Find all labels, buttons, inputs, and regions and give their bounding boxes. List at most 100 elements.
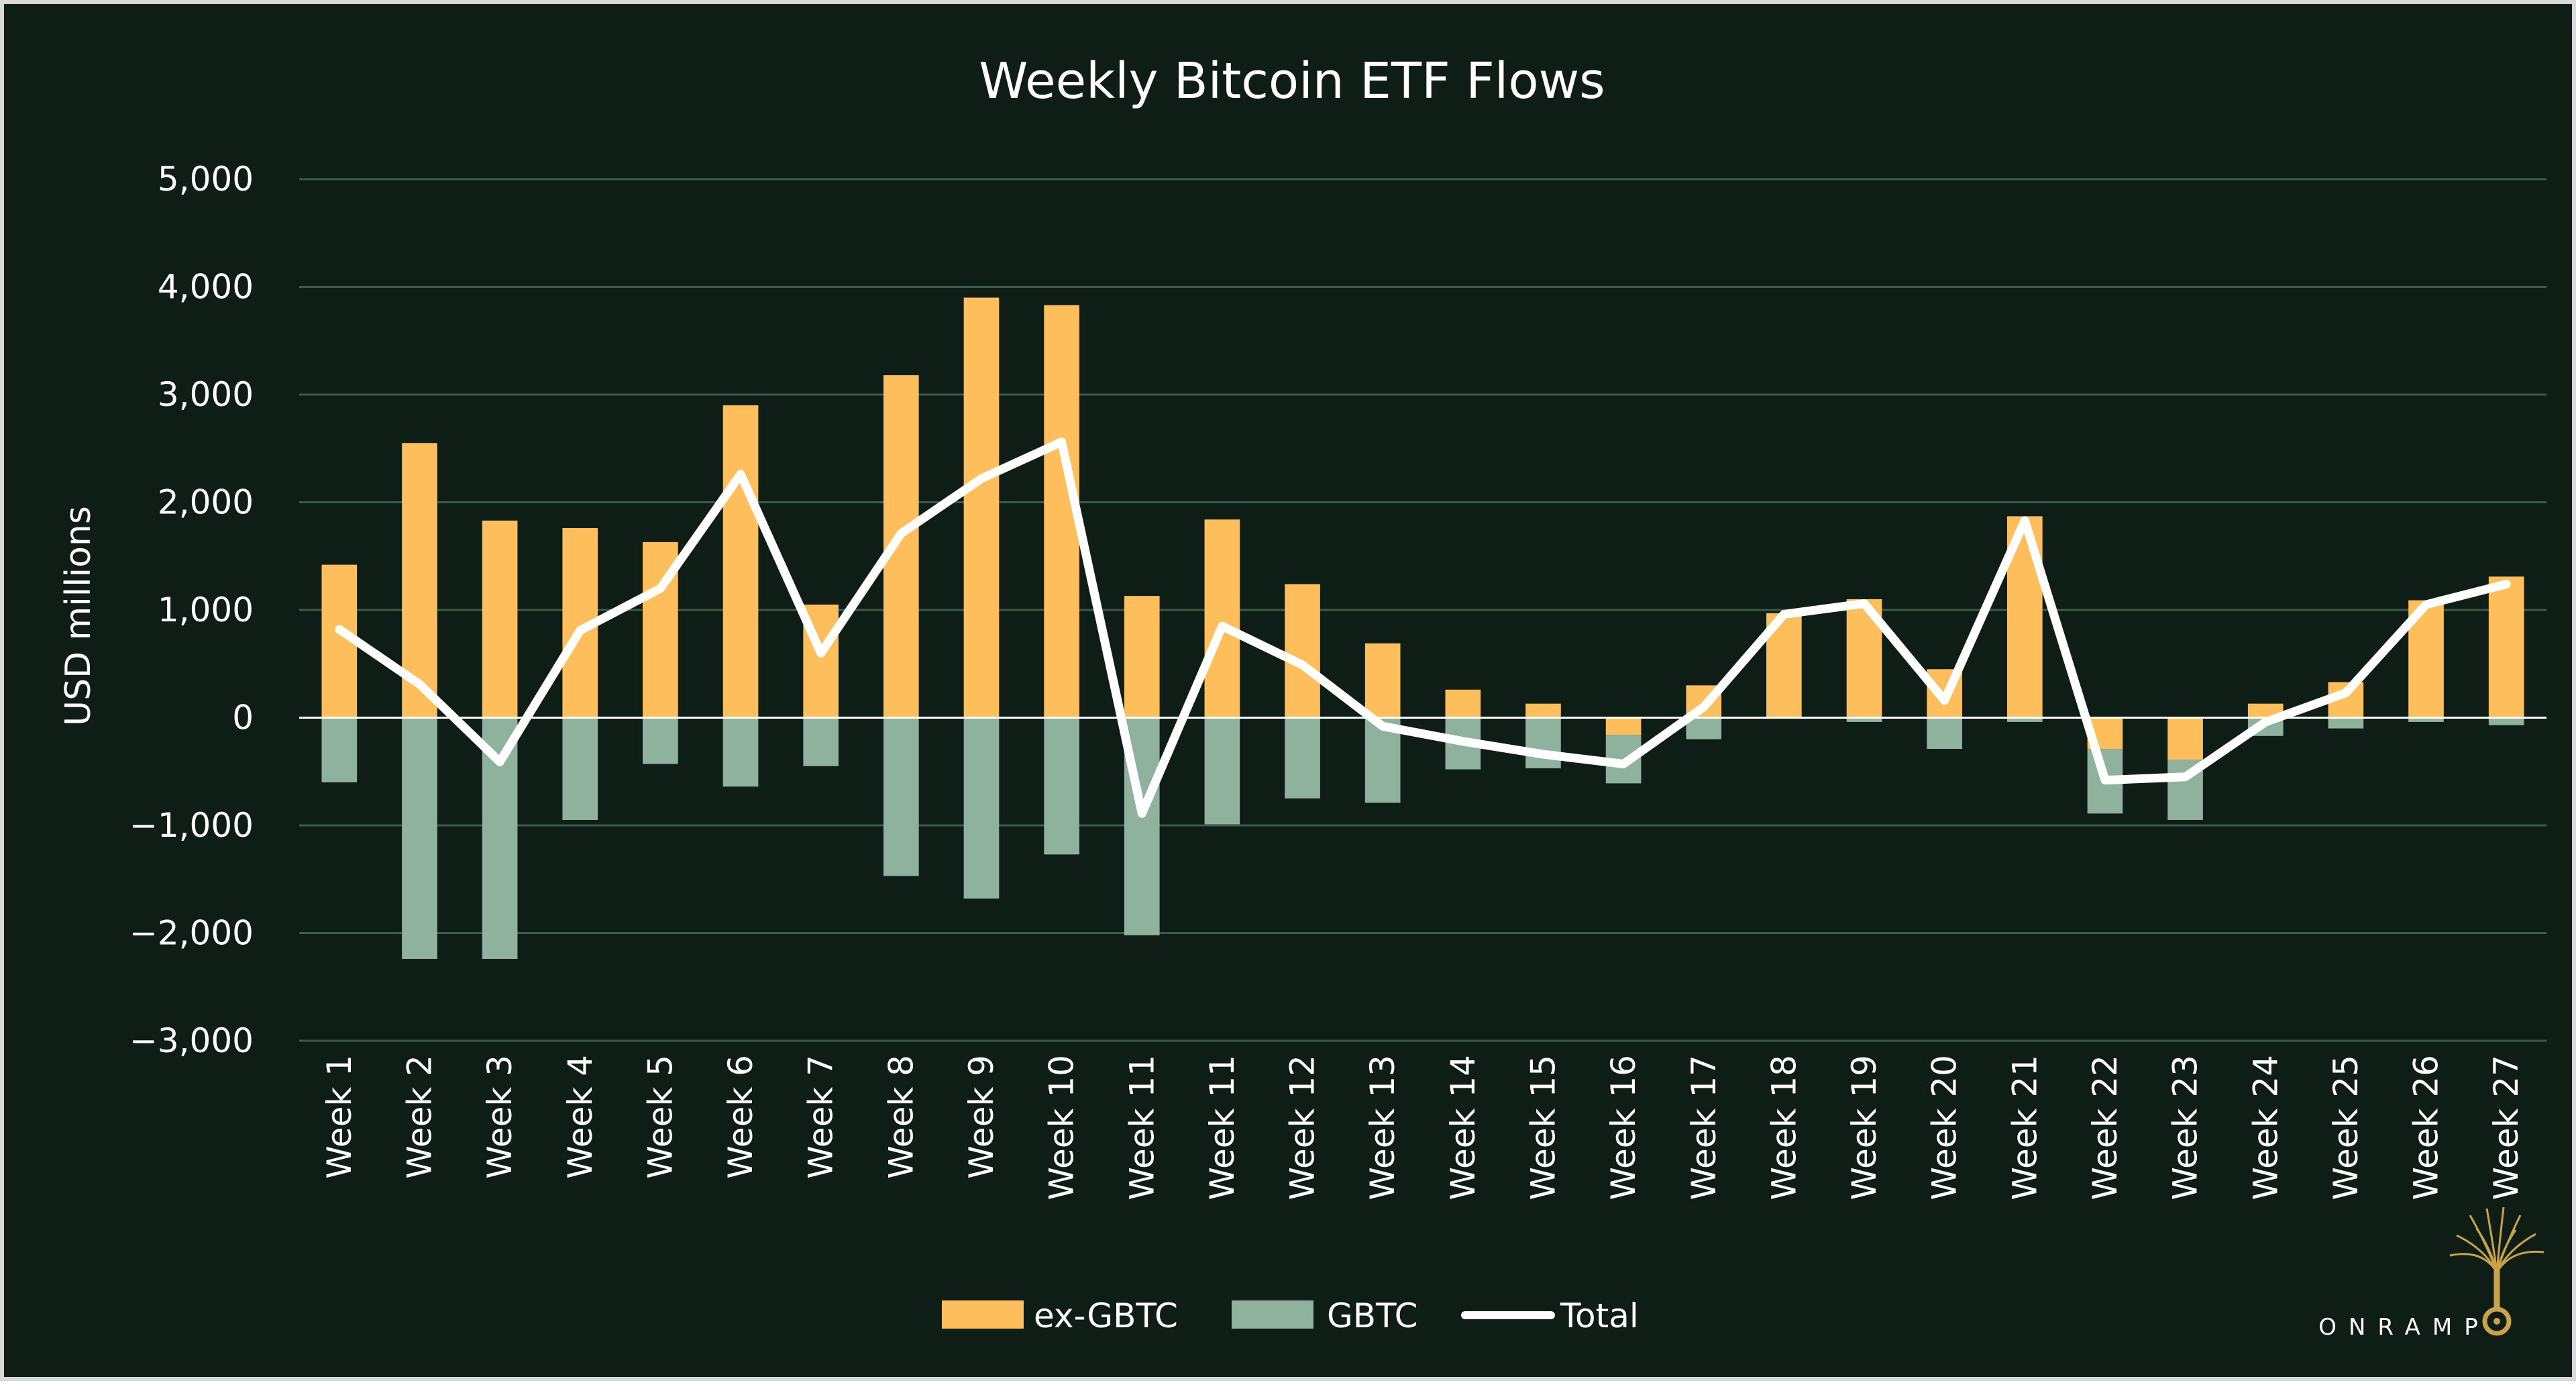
- bar-gbtc: [2408, 717, 2444, 722]
- bar-gbtc: [402, 717, 437, 960]
- total-point: [1864, 603, 1866, 605]
- total-point: [2184, 776, 2186, 778]
- bar-ex-gbtc: [2488, 576, 2524, 718]
- brand-logo: ONRAMP: [2318, 1207, 2544, 1341]
- x-tick-label: Week 6: [721, 1055, 760, 1179]
- x-tick-label: Week 11: [1122, 1055, 1161, 1200]
- total-point: [820, 652, 822, 654]
- total-point: [579, 629, 581, 631]
- x-tick-label: Week 12: [1283, 1055, 1322, 1200]
- x-tick-label: Week 1: [320, 1055, 359, 1179]
- legend-label: GBTC: [1327, 1296, 1418, 1335]
- x-tick-label: Week 27: [2487, 1055, 2526, 1200]
- tree-icon: [2449, 1207, 2544, 1336]
- total-point: [338, 628, 340, 630]
- legend-label: ex-GBTC: [1034, 1296, 1178, 1335]
- x-tick-label: Week 25: [2326, 1055, 2365, 1200]
- bar-gbtc: [2488, 717, 2524, 725]
- x-tick-label: Week 3: [480, 1055, 519, 1179]
- y-axis-tick-labels: 5,000 4,000 3,000 2,000 1,000 0 −1,000 −2,000 −3…: [129, 160, 254, 1060]
- bars: [321, 297, 2524, 960]
- y-tick-label: 4,000: [158, 268, 254, 307]
- x-tick-label: Week 23: [2166, 1055, 2205, 1200]
- bar-gbtc: [803, 717, 839, 766]
- total-point: [1141, 813, 1143, 815]
- total-point: [2345, 692, 2347, 694]
- legend-label: Total: [1560, 1296, 1639, 1335]
- x-tick-label: Week 4: [561, 1055, 600, 1179]
- legend-swatch: [1232, 1300, 1313, 1329]
- total-point: [1462, 740, 1464, 742]
- total-point: [740, 473, 742, 475]
- legend-item-gbtc: GBTC: [1232, 1296, 1418, 1335]
- total-point: [2425, 603, 2427, 605]
- total-point: [1221, 625, 1223, 627]
- x-tick-label: Week 17: [1684, 1055, 1723, 1200]
- bar-gbtc: [883, 717, 919, 876]
- x-tick-label: Week 22: [2086, 1055, 2125, 1200]
- total-point: [1783, 613, 1785, 615]
- legend-item-ex-gbtc: ex-GBTC: [942, 1296, 1178, 1335]
- legend-item-total: Total: [1461, 1296, 1639, 1335]
- legend-swatch: [942, 1300, 1024, 1329]
- total-point: [2104, 779, 2106, 781]
- bar-ex-gbtc: [1285, 584, 1320, 718]
- x-axis-tick-labels: Week 1 Week 2 Week 3 Week 4 Week 5 Week 6 Week…: [320, 1055, 2526, 1200]
- total-point: [2024, 519, 2026, 521]
- x-tick-label: Week 10: [1042, 1055, 1081, 1200]
- x-tick-label: Week 2: [400, 1055, 439, 1179]
- total-point: [1542, 754, 1544, 756]
- total-point: [659, 587, 661, 589]
- bar-gbtc: [562, 717, 598, 820]
- total-point: [1703, 706, 1705, 708]
- bar-ex-gbtc: [1445, 689, 1481, 718]
- x-tick-label: Week 7: [802, 1055, 841, 1179]
- bar-ex-gbtc: [1204, 519, 1240, 718]
- x-tick-label: Week 21: [2005, 1055, 2044, 1200]
- total-point: [1623, 763, 1625, 765]
- x-tick-label: Week 15: [1524, 1055, 1563, 1200]
- total-point: [1301, 664, 1303, 666]
- bar-ex-gbtc: [963, 297, 1000, 718]
- bar-gbtc: [1686, 717, 1722, 739]
- bar-gbtc: [2007, 717, 2043, 722]
- total-point: [900, 533, 902, 535]
- bar-ex-gbtc: [1364, 643, 1401, 718]
- bar-ex-gbtc: [482, 520, 518, 718]
- total-point: [1061, 441, 1063, 443]
- gridlines: [299, 178, 2546, 1042]
- total-point: [499, 761, 501, 763]
- x-tick-label: Week 18: [1764, 1055, 1803, 1200]
- total-point: [1382, 725, 1384, 727]
- bar-gbtc: [963, 717, 1000, 899]
- bar-ex-gbtc: [1124, 596, 1160, 718]
- bar-gbtc: [1044, 717, 1079, 855]
- x-tick-label: Week 26: [2407, 1055, 2446, 1200]
- y-tick-label: −1,000: [129, 806, 254, 845]
- bar-ex-gbtc: [1525, 703, 1561, 718]
- total-line-layer: [335, 438, 2511, 818]
- y-tick-label: 2,000: [158, 483, 254, 522]
- x-tick-label: Week 19: [1845, 1055, 1884, 1200]
- x-tick-label: Week 8: [881, 1055, 920, 1179]
- y-tick-label: 3,000: [158, 375, 254, 414]
- x-tick-label: Week 13: [1363, 1055, 1402, 1200]
- bar-ex-gbtc: [2167, 717, 2203, 760]
- x-tick-label: Week 16: [1604, 1055, 1643, 1200]
- bar-gbtc: [1927, 717, 1962, 750]
- series-line-total: [335, 438, 2511, 818]
- y-tick-label: 5,000: [158, 160, 254, 199]
- x-tick-label: Week 24: [2246, 1055, 2285, 1200]
- bar-ex-gbtc: [1605, 717, 1642, 735]
- bar-gbtc: [321, 717, 358, 782]
- y-tick-label: −2,000: [129, 914, 254, 953]
- x-tick-label: Week 11: [1203, 1055, 1242, 1200]
- x-tick-label: Week 9: [962, 1055, 1001, 1179]
- x-tick-label: Week 20: [1925, 1055, 1964, 1200]
- y-tick-label: 1,000: [158, 591, 254, 629]
- y-tick-label: 0: [232, 699, 254, 737]
- x-tick-label: Week 14: [1444, 1055, 1483, 1200]
- y-tick-label: −3,000: [129, 1021, 254, 1060]
- bar-gbtc: [1204, 717, 1240, 825]
